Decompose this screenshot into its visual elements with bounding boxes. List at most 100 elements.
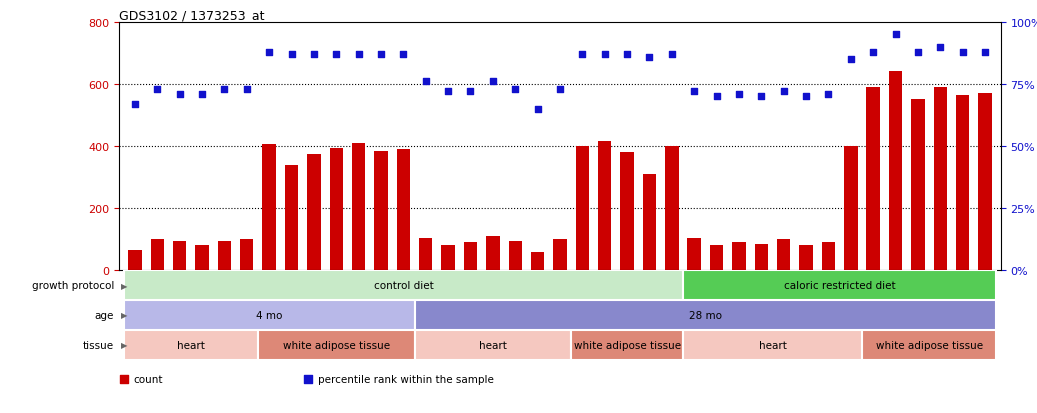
Point	[440, 89, 456, 95]
Bar	[330, 148, 343, 271]
Point	[127, 101, 143, 108]
Bar	[862, 330, 997, 360]
Bar	[486, 236, 500, 271]
Text: white adipose tissue: white adipose tissue	[283, 340, 390, 350]
Bar	[665, 147, 678, 271]
Point	[865, 49, 881, 56]
Point	[418, 79, 435, 85]
Bar	[123, 330, 258, 360]
Text: ▶: ▶	[121, 340, 128, 349]
Point	[306, 52, 323, 58]
Text: white adipose tissue: white adipose tissue	[875, 340, 983, 350]
Bar	[150, 240, 164, 271]
Bar	[419, 238, 432, 271]
Bar	[531, 252, 544, 271]
Bar	[800, 246, 813, 271]
Point	[685, 89, 702, 95]
Point	[484, 79, 501, 85]
Bar	[755, 244, 768, 271]
Bar	[262, 145, 276, 271]
Text: GDS3102 / 1373253_at: GDS3102 / 1373253_at	[119, 9, 264, 21]
Point	[977, 49, 993, 56]
Point	[216, 86, 232, 93]
Point	[753, 94, 769, 100]
Point	[552, 86, 568, 93]
Point	[797, 94, 814, 100]
Point	[664, 52, 680, 58]
Point	[641, 54, 657, 61]
Bar	[683, 330, 862, 360]
Point	[529, 106, 545, 113]
Text: heart: heart	[177, 340, 204, 350]
Bar	[598, 142, 612, 271]
Point	[171, 91, 188, 98]
Point	[351, 52, 367, 58]
Text: age: age	[94, 310, 114, 320]
Bar	[688, 238, 701, 271]
Bar	[978, 94, 991, 271]
Bar	[620, 153, 634, 271]
Point	[820, 91, 837, 98]
Point	[888, 32, 904, 38]
Bar	[374, 151, 388, 271]
Point	[776, 89, 792, 95]
Bar	[307, 154, 320, 271]
Point	[463, 89, 479, 95]
Text: 28 mo: 28 mo	[689, 310, 722, 320]
Point	[239, 86, 255, 93]
Point	[909, 49, 926, 56]
Bar	[240, 240, 253, 271]
Point	[194, 91, 211, 98]
Point	[619, 52, 636, 58]
Point	[842, 57, 859, 63]
Bar	[352, 144, 365, 271]
Bar	[173, 241, 187, 271]
Bar	[889, 72, 902, 271]
Bar	[129, 250, 142, 271]
Bar	[285, 165, 299, 271]
Bar	[643, 175, 656, 271]
Bar	[123, 300, 415, 330]
Bar	[844, 147, 858, 271]
Bar	[218, 241, 231, 271]
Point	[372, 52, 389, 58]
Text: ▶: ▶	[121, 311, 128, 320]
Bar	[956, 95, 970, 271]
Text: count: count	[134, 375, 163, 385]
Bar	[397, 150, 410, 271]
Bar	[683, 271, 997, 300]
Text: percentile rank within the sample: percentile rank within the sample	[318, 375, 494, 385]
Bar	[464, 243, 477, 271]
Text: 4 mo: 4 mo	[256, 310, 282, 320]
Point	[283, 52, 300, 58]
Text: control diet: control diet	[373, 280, 433, 290]
Text: tissue: tissue	[83, 340, 114, 350]
Bar	[732, 243, 746, 271]
Text: heart: heart	[479, 340, 507, 350]
Text: heart: heart	[759, 340, 786, 350]
Point	[731, 91, 748, 98]
Bar	[195, 246, 208, 271]
Point	[954, 49, 971, 56]
Bar	[867, 88, 880, 271]
Bar	[415, 300, 997, 330]
Bar	[576, 147, 589, 271]
Text: white adipose tissue: white adipose tissue	[573, 340, 680, 350]
Bar	[442, 246, 455, 271]
Point	[395, 52, 412, 58]
Point	[507, 86, 524, 93]
Bar	[123, 271, 683, 300]
Point	[397, 221, 414, 228]
Bar	[710, 246, 723, 271]
Bar	[508, 241, 522, 271]
Point	[149, 86, 166, 93]
Point	[596, 52, 613, 58]
Bar	[415, 330, 571, 360]
Point	[574, 52, 591, 58]
Bar	[933, 88, 947, 271]
Bar	[554, 240, 566, 271]
Bar	[777, 240, 790, 271]
Text: ▶: ▶	[121, 281, 128, 290]
Point	[708, 94, 725, 100]
Bar	[821, 243, 835, 271]
